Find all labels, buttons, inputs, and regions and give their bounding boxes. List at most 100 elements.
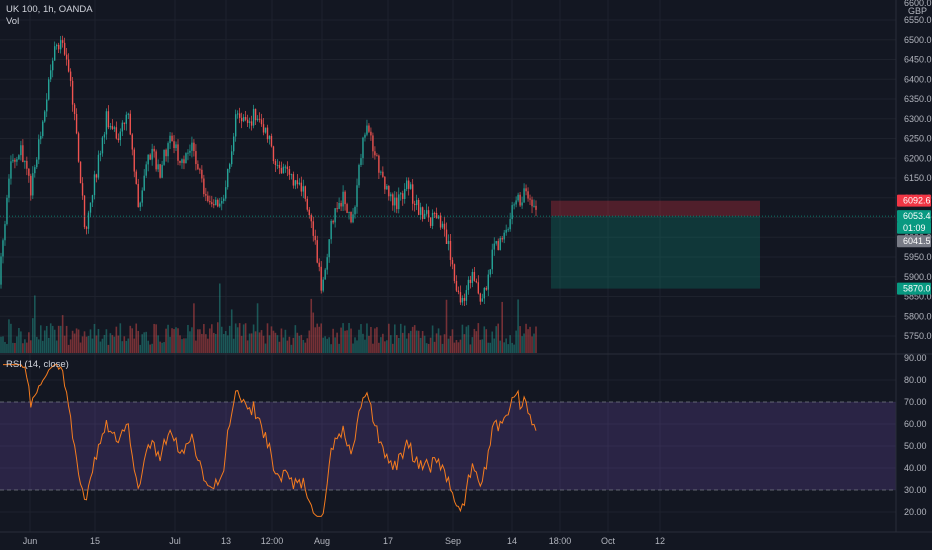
- price-axis[interactable]: 6550.0 6500.0 6450.0 6400.0 6350.0 6300.0 6250…: [904, 15, 932, 341]
- time-tick-label: 15: [90, 536, 100, 546]
- candle-body: [185, 153, 187, 164]
- price-tick-label: 5800.0: [904, 311, 932, 321]
- candle-body: [223, 198, 225, 202]
- volume-bar: [187, 324, 189, 353]
- rsi-tick-label: 50.00: [904, 441, 927, 451]
- candle-body: [298, 182, 301, 185]
- volume-bar: [101, 338, 104, 353]
- candle-body: [234, 114, 237, 137]
- volume-bar: [298, 335, 301, 353]
- volume-bar: [169, 336, 171, 353]
- time-axis[interactable]: Jun 15 Jul 13 12:00 Aug 17 Sep 14 18:00 Oct 12: [23, 536, 665, 546]
- candle-body: [356, 185, 358, 207]
- candle-body: [340, 203, 342, 207]
- volume-bar: [103, 335, 106, 353]
- price-tags: 6092.6 6053.4 01:09 6041.5 5870.0: [897, 194, 931, 295]
- candle-body: [477, 282, 480, 294]
- volume-bar: [8, 319, 10, 353]
- volume-bar: [441, 343, 444, 353]
- candle-body: [493, 243, 495, 250]
- price-tick-label: 6200.0: [904, 153, 932, 163]
- volume-bar: [137, 330, 140, 353]
- rsi-tick-label: 80.00: [904, 375, 927, 385]
- volume-bar: [191, 327, 193, 353]
- volume-bar: [378, 342, 380, 353]
- candle-body: [443, 223, 446, 230]
- candlesticks[interactable]: [0, 35, 537, 306]
- candle-body: [119, 131, 122, 141]
- volume-bar: [197, 329, 199, 353]
- rsi-tick-label: 90.00: [904, 353, 927, 363]
- candle-body: [270, 135, 273, 147]
- volume-bar: [409, 330, 412, 353]
- volume-bar: [294, 325, 297, 353]
- volume-bar: [203, 324, 205, 353]
- candle-body: [213, 204, 215, 206]
- price-tag-label: 6041.5: [903, 236, 931, 246]
- candle-body: [244, 117, 247, 120]
- candle-body: [445, 229, 448, 244]
- volume-bar: [89, 329, 92, 353]
- candle-body: [32, 173, 34, 196]
- candle-body: [137, 183, 139, 208]
- volume-bar: [495, 326, 498, 353]
- take-profit-zone[interactable]: [551, 216, 760, 289]
- time-tick-label: Aug: [314, 536, 330, 546]
- candle-body: [165, 149, 167, 157]
- candle-body: [274, 161, 277, 166]
- candle-body: [240, 117, 243, 122]
- candle-body: [183, 159, 185, 164]
- price-tick-label: 5850.0: [904, 292, 932, 302]
- volume-bar: [529, 326, 531, 353]
- volume-bar: [485, 329, 488, 353]
- volume-bar: [4, 341, 6, 353]
- volume-bar: [473, 328, 476, 353]
- candle-body: [71, 80, 74, 105]
- candle-body: [163, 149, 165, 165]
- volume-bar: [390, 335, 392, 353]
- volume-bar: [429, 337, 432, 353]
- stop-loss-zone[interactable]: [551, 200, 760, 217]
- candle-body: [515, 200, 517, 205]
- candle-body: [232, 136, 235, 152]
- volume-bar: [489, 342, 492, 353]
- candle-body: [499, 238, 501, 250]
- volume-bar: [340, 327, 342, 353]
- candle-body: [89, 202, 92, 213]
- volume-bar: [505, 338, 507, 353]
- candle-body: [475, 280, 478, 283]
- candle-body: [91, 195, 94, 203]
- volume-bar: [55, 340, 58, 353]
- volume-bar: [362, 333, 364, 353]
- candle-body: [145, 164, 147, 176]
- symbol-legend[interactable]: UK 100, 1h, OANDA: [6, 4, 93, 15]
- candle-body: [34, 167, 36, 174]
- candle-body: [390, 194, 392, 197]
- volume-bar: [497, 323, 500, 353]
- candle-body: [201, 169, 203, 179]
- volume-bar: [153, 323, 155, 353]
- candle-body: [250, 121, 253, 126]
- volume-bar: [181, 339, 183, 353]
- volume-bar: [135, 323, 138, 353]
- candle-body: [24, 160, 26, 163]
- candle-body: [435, 212, 438, 219]
- volume-legend[interactable]: Vol: [6, 16, 19, 27]
- volume-bar: [392, 343, 394, 353]
- volume-bar: [330, 344, 332, 353]
- candle-body: [171, 135, 173, 142]
- volume-bar: [16, 336, 18, 353]
- candle-body: [97, 154, 100, 178]
- price-tick-label: 6500.0: [904, 35, 932, 45]
- candle-body: [338, 203, 340, 209]
- volume-bar: [370, 326, 372, 353]
- candle-body: [227, 168, 229, 188]
- volume-bar: [61, 315, 64, 353]
- volume-bar: [399, 323, 402, 353]
- rsi-axis[interactable]: 90.00 80.00 70.00 60.00 50.00 40.00 30.00 20.00: [904, 353, 927, 517]
- volume-bars: [0, 283, 537, 353]
- rsi-legend[interactable]: RSI (14, close): [6, 359, 69, 370]
- candle-body: [364, 134, 366, 138]
- volume-bar: [171, 328, 173, 353]
